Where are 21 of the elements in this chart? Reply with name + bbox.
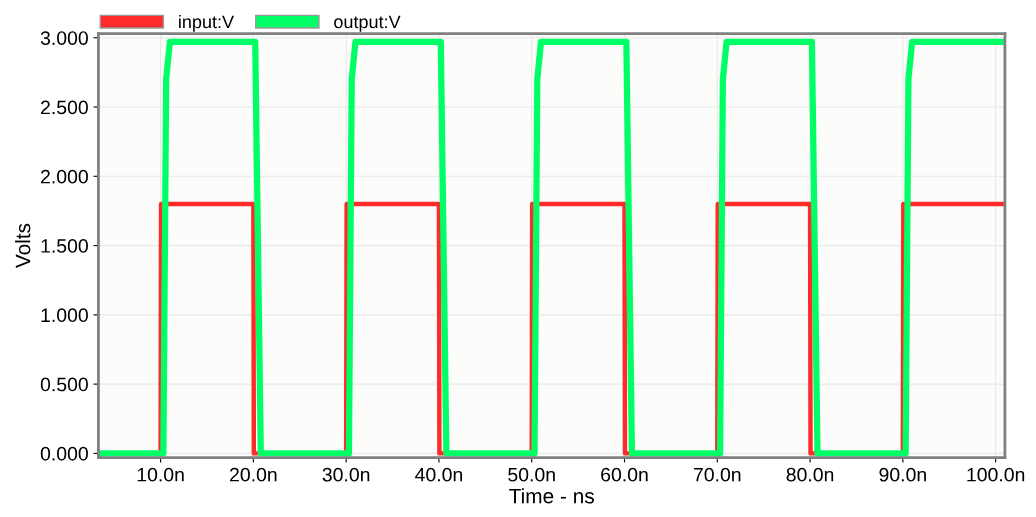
x-tick-label: 20.0n bbox=[230, 467, 277, 482]
y-tick-label: 1.000 bbox=[41, 308, 88, 323]
y-axis-title: Volts bbox=[15, 223, 31, 269]
legend-label: output:V bbox=[334, 15, 401, 32]
x-tick-label: 10.0n bbox=[137, 467, 184, 482]
x-tick-label: 50.0n bbox=[508, 467, 555, 482]
x-tick-label: 40.0n bbox=[415, 467, 463, 482]
legend-label: input:V bbox=[179, 14, 234, 32]
x-axis-title: Time - ns bbox=[509, 488, 594, 504]
x-tick-label: 30.0n bbox=[322, 467, 370, 482]
x-tick-label: 100.0n bbox=[967, 467, 1025, 482]
y-tick-label: 1.500 bbox=[41, 239, 88, 253]
x-tick-label: 90.0n bbox=[879, 467, 926, 482]
x-tick-label: 80.0n bbox=[786, 467, 834, 482]
x-tick-label: 70.0n bbox=[693, 467, 741, 482]
y-tick-label: 0.500 bbox=[40, 377, 88, 392]
y-tick-label: 2.000 bbox=[41, 169, 88, 184]
y-tick-label: 0.000 bbox=[40, 446, 88, 461]
x-tick-label: 60.0n bbox=[601, 467, 648, 482]
y-tick-label: 2.500 bbox=[41, 100, 88, 115]
y-tick-label: 3.000 bbox=[40, 31, 88, 45]
